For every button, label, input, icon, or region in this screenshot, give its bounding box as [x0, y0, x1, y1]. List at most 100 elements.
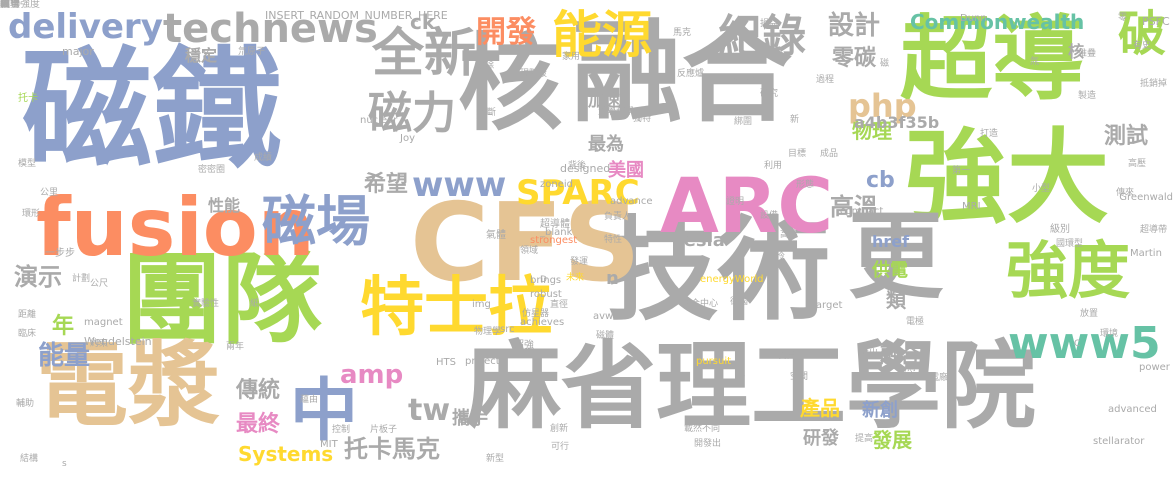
cloud-word: MIT — [320, 439, 338, 450]
cloud-word: Commonwealth — [910, 10, 1085, 34]
cloud-word: 可行 — [551, 442, 570, 452]
cloud-word: s — [62, 459, 67, 469]
cloud-word: 年 — [52, 314, 75, 339]
cloud-word: 氣體 — [486, 230, 506, 241]
cloud-word: _blank — [540, 227, 573, 238]
cloud-word: 背後 — [568, 161, 587, 171]
cloud-word: 過程 — [816, 75, 835, 85]
cloud-word: 超導帶 — [1140, 225, 1168, 235]
cloud-word: 零 — [1118, 13, 1128, 23]
cloud-word: 成績 — [254, 153, 273, 163]
cloud-word: www — [412, 165, 507, 205]
cloud-word: 傳統 — [236, 378, 281, 403]
cloud-word: img — [472, 299, 491, 310]
cloud-word: Systems — [238, 442, 334, 466]
cloud-word: 氘原子 — [238, 47, 266, 57]
cloud-word: 一步步 — [45, 248, 75, 259]
cloud-word: 氚 — [1030, 57, 1040, 67]
cloud-word: 紙 — [250, 299, 260, 309]
cloud-word: 特性 — [604, 235, 623, 245]
cloud-word: 磁場 — [262, 190, 370, 253]
cloud-word: MRI — [962, 201, 981, 212]
cloud-word: advanced — [1108, 404, 1157, 415]
cloud-word: nuclear — [360, 115, 398, 126]
cloud-word: 獨特 — [633, 114, 652, 124]
cloud-word: ck — [410, 10, 436, 34]
cloud-word: 家用 — [562, 52, 581, 62]
cloud-word: HTS — [436, 357, 456, 368]
cloud-word: 麻省理工學院 — [466, 332, 1037, 442]
cloud-word: 現階段 — [520, 69, 548, 79]
cloud-word: 超強 — [514, 340, 534, 351]
cloud-word: stellarator — [1093, 436, 1145, 447]
cloud-word: 設計 — [828, 11, 881, 41]
cloud-word: 開發出 — [694, 439, 722, 449]
cloud-word: 融合中心 — [682, 299, 719, 309]
cloud-word: 破 — [1118, 6, 1167, 62]
cloud-word: Wendelstein — [84, 335, 152, 348]
cloud-word: 物理學 — [474, 327, 502, 337]
cloud-word: 磁 — [880, 59, 890, 69]
cloud-word: cb — [866, 168, 895, 193]
cloud-word: power — [1139, 362, 1170, 373]
cloud-word: 大學程學 — [598, 107, 635, 117]
cloud-word: Greenwald — [1119, 192, 1173, 203]
cloud-word: 托卡馬克 — [344, 435, 440, 463]
cloud-word: 中 — [290, 372, 359, 451]
cloud-word: 目標 — [788, 149, 807, 159]
cloud-word: tesla — [675, 230, 725, 251]
cloud-word: INSERT_RANDOM_NUMBER_HERE — [265, 9, 448, 22]
cloud-word: 電廠 — [930, 373, 949, 383]
cloud-word: 科學 — [0, 0, 20, 10]
cloud-word: 發展 — [872, 428, 912, 452]
cloud-word: 證明 — [726, 197, 745, 207]
cloud-word: 緩除 — [476, 61, 495, 71]
cloud-word: 直徑 — [550, 300, 569, 310]
cloud-word: 短 — [0, 0, 10, 10]
cloud-word: 兩年 — [226, 342, 245, 352]
cloud-word: robust — [530, 289, 562, 300]
cloud-word: 距離 — [18, 310, 37, 320]
cloud-word: src — [500, 324, 515, 335]
cloud-word: 磁體 — [596, 331, 615, 341]
cloud-word: Dunn — [960, 13, 987, 24]
cloud-word: pursuit — [696, 356, 732, 367]
cloud-word: 提高 — [855, 434, 874, 444]
cloud-word: n — [606, 268, 619, 289]
cloud-word: 仿星器 — [522, 309, 550, 319]
cloud-word: href — [872, 232, 910, 251]
cloud-word: 綁圍 — [734, 117, 753, 127]
cloud-word: 測試 — [1104, 124, 1149, 149]
cloud-word: 首圖 — [778, 351, 797, 361]
cloud-word: 片板子 — [370, 425, 398, 435]
cloud-word: 電極 — [906, 317, 925, 327]
cloud-word: 演示 — [14, 263, 62, 291]
cloud-word: compact — [840, 206, 884, 217]
cloud-word: 產品 — [800, 396, 840, 420]
cloud-word: 穩定 — [185, 46, 218, 65]
cloud-word: target — [812, 300, 843, 311]
cloud-word: 設備 — [760, 211, 779, 221]
cloud-word: 公尺 — [90, 279, 109, 289]
cloud-word: 供電 — [872, 260, 908, 281]
cloud-word: 磁力 — [368, 88, 456, 139]
cloud-word: 小型 — [1032, 184, 1051, 194]
cloud-word: magnet — [84, 317, 123, 328]
cloud-word: 攜手 — [452, 408, 488, 429]
cloud-word: 物理 — [852, 119, 892, 143]
cloud-word: 裝置 — [0, 0, 20, 10]
cloud-word: 融合 — [572, 9, 792, 137]
cloud-word: 計劃 — [72, 274, 91, 284]
cloud-word: 推出 — [860, 349, 879, 359]
cloud-word: 損益 — [760, 19, 779, 29]
cloud-word: technews — [163, 6, 378, 52]
cloud-word: 強度 — [1006, 234, 1131, 307]
cloud-word: 有史 — [1133, 41, 1152, 51]
cloud-word: PSFC — [1142, 15, 1170, 28]
cloud-word: 原型 — [898, 367, 917, 377]
cloud-word: 全新 — [372, 24, 477, 84]
cloud-word: avw — [593, 311, 614, 322]
cloud-word: a4b3f35b — [854, 113, 940, 132]
cloud-word: 結構 — [20, 454, 39, 464]
